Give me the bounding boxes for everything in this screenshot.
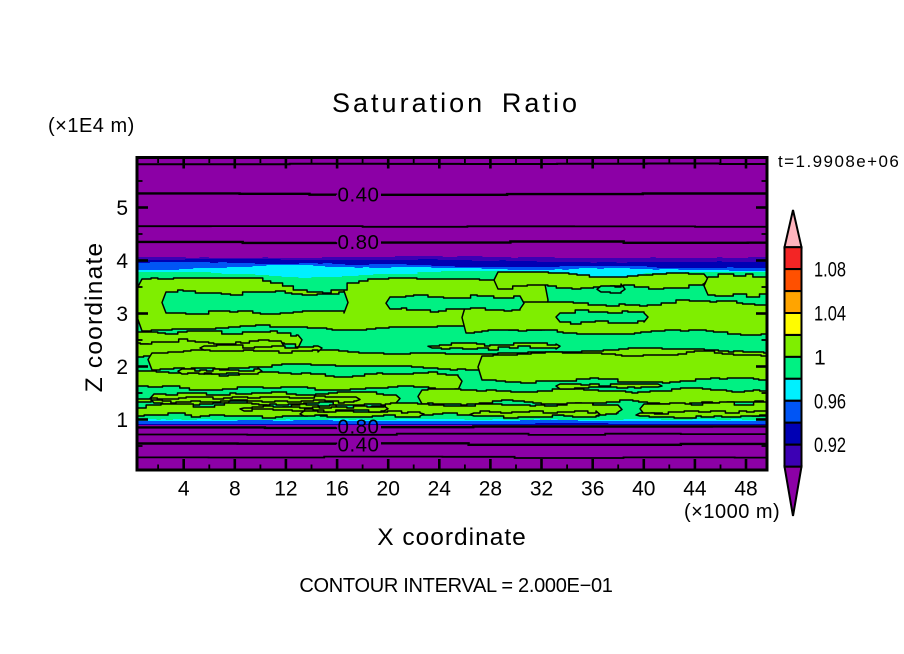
svg-text:0.40: 0.40 bbox=[338, 433, 380, 456]
svg-text:28: 28 bbox=[479, 478, 502, 501]
svg-text:1: 1 bbox=[814, 346, 826, 369]
svg-text:0.92: 0.92 bbox=[814, 434, 846, 457]
svg-text:16: 16 bbox=[325, 478, 348, 501]
svg-text:5: 5 bbox=[116, 197, 128, 220]
svg-text:12: 12 bbox=[274, 478, 297, 501]
svg-text:24: 24 bbox=[428, 478, 452, 501]
svg-text:4: 4 bbox=[116, 250, 128, 273]
svg-text:36: 36 bbox=[581, 478, 604, 501]
svg-text:1.04: 1.04 bbox=[814, 303, 846, 326]
svg-text:0.80: 0.80 bbox=[338, 416, 380, 439]
svg-text:4: 4 bbox=[178, 478, 190, 501]
svg-text:8: 8 bbox=[229, 478, 241, 501]
svg-text:48: 48 bbox=[734, 478, 757, 501]
svg-text:20: 20 bbox=[377, 478, 400, 501]
svg-text:0.80: 0.80 bbox=[338, 231, 380, 254]
svg-text:0.96: 0.96 bbox=[814, 390, 846, 413]
svg-text:32: 32 bbox=[530, 478, 553, 501]
svg-text:1: 1 bbox=[116, 409, 128, 432]
svg-text:40: 40 bbox=[632, 478, 655, 501]
svg-text:44: 44 bbox=[683, 478, 707, 501]
svg-text:0.40: 0.40 bbox=[338, 183, 380, 206]
svg-text:2: 2 bbox=[116, 356, 128, 379]
svg-text:1.08: 1.08 bbox=[814, 259, 846, 282]
svg-text:3: 3 bbox=[116, 303, 128, 326]
